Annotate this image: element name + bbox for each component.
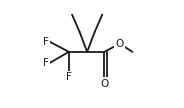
Text: F: F xyxy=(66,72,72,82)
Text: O: O xyxy=(100,79,109,89)
Text: F: F xyxy=(43,37,48,47)
Text: O: O xyxy=(115,39,124,49)
Text: F: F xyxy=(43,58,48,68)
